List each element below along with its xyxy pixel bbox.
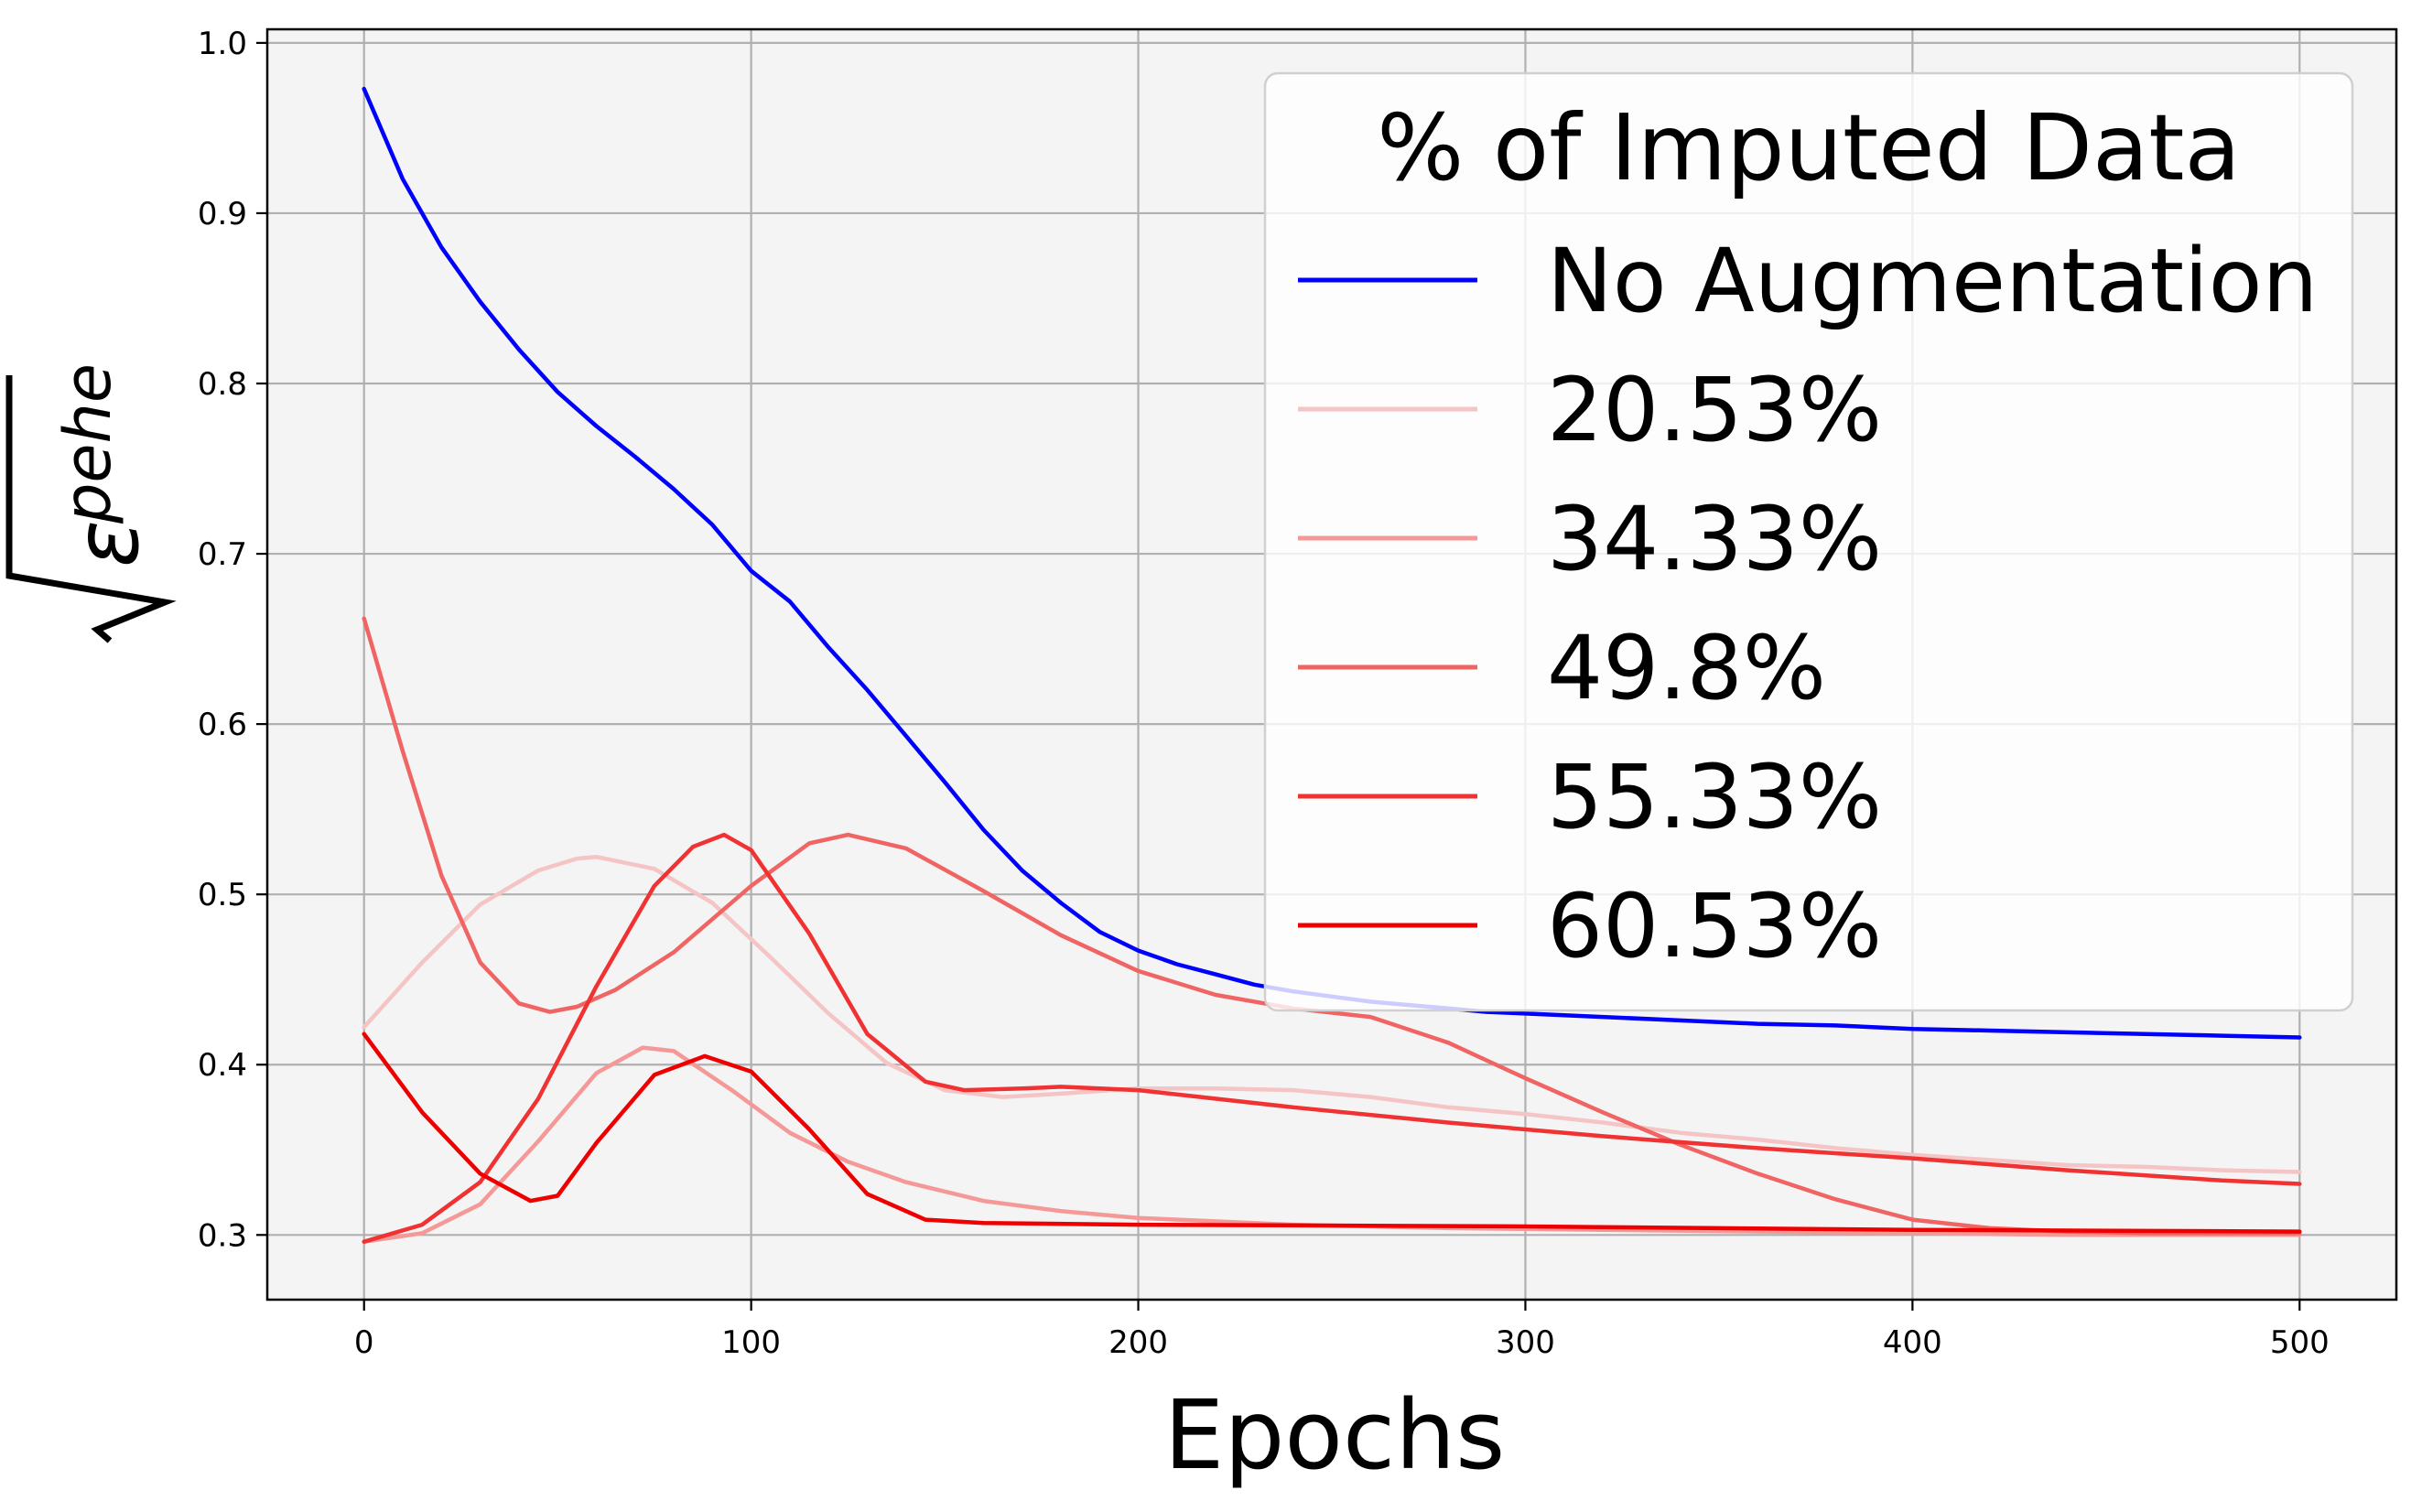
legend-label: 60.53% [1547, 875, 1882, 977]
y-axis-ticks: 0.3 0.4 0.5 0.6 0.7 0.8 0.9 1.0 [198, 26, 267, 1254]
series-line-2 [362, 1045, 2302, 1244]
series-line-4 [362, 832, 2302, 1244]
legend-label: 49.8% [1547, 617, 1826, 719]
x-axis-label: Epochs [1164, 1379, 1506, 1491]
legend-items: No Augmentation 20.53% 34.33% 49.8% 55.33% 60… [1298, 230, 2318, 977]
y-axis-label: ε pehe [5, 363, 177, 643]
legend-label: 34.33% [1547, 488, 1882, 590]
y-axis-label-subscript: pehe [50, 363, 125, 524]
legend-label: No Augmentation [1547, 230, 2318, 332]
y-tick-label: 0.9 [198, 196, 247, 232]
x-axis-ticks: 0 100 200 300 400 500 [354, 1300, 2330, 1361]
y-tick-label: 0.3 [198, 1217, 247, 1254]
series-line-5 [362, 1031, 2302, 1234]
y-axis-label-radical [5, 375, 177, 643]
series-line-0 [362, 86, 2302, 1040]
series-line-3 [362, 616, 2302, 1236]
y-tick-label: 0.5 [198, 877, 247, 913]
series-lines [362, 86, 2302, 1244]
legend-label: 20.53% [1547, 359, 1882, 461]
plot-frame [265, 27, 2398, 1301]
y-tick-label: 0.6 [198, 707, 247, 743]
legend: % of Imputed Data No Augmentation 20.53% 3… [1263, 71, 2354, 1012]
x-tick-label: 100 [721, 1324, 781, 1361]
x-tick-label: 400 [1883, 1324, 1942, 1361]
legend-title: % of Imputed Data [1377, 94, 2241, 201]
y-tick-label: 0.8 [198, 366, 247, 403]
legend-label: 55.33% [1547, 746, 1882, 848]
x-tick-label: 0 [354, 1324, 374, 1361]
legend-box [1263, 71, 2354, 1012]
y-tick-label: 0.7 [198, 536, 247, 573]
y-axis-label-symbol: ε [56, 520, 158, 567]
x-tick-label: 300 [1496, 1324, 1555, 1361]
y-tick-label: 0.4 [198, 1047, 247, 1084]
x-tick-label: 500 [2270, 1324, 2330, 1361]
series-line-1 [362, 854, 2302, 1174]
x-tick-label: 200 [1108, 1324, 1168, 1361]
y-tick-label: 1.0 [198, 26, 247, 62]
